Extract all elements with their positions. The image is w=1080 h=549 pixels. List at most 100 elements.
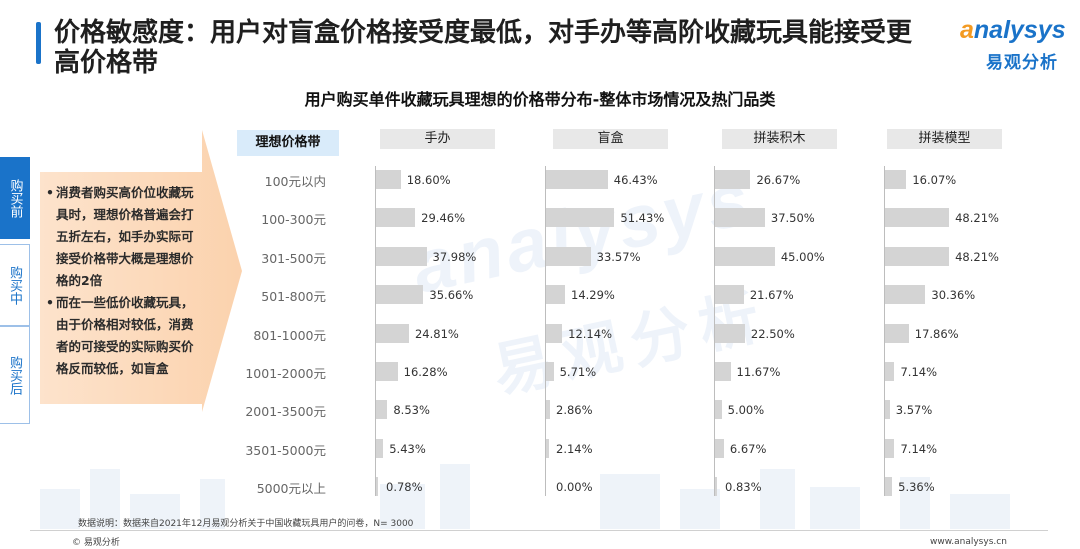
callout-bullet-1: • 消费者购买高价位收藏玩具时，理想价格普遍会打五折左右，如手办实际可接受价格带大… <box>46 185 194 288</box>
bar <box>885 170 907 189</box>
price-band-label: 501-800元 <box>261 289 326 305</box>
bar <box>885 323 909 343</box>
tab-during-purchase[interactable]: 购买中 <box>0 244 30 326</box>
page-title: 价格敏感度：用户对盲盒价格接受度最低，对手办等高阶收藏玩具能接受更高价格带 <box>54 18 913 78</box>
bar-value-label: 30.36% <box>931 288 976 303</box>
column-header: 手办 <box>380 129 495 149</box>
bar-value-label: 16.07% <box>912 173 957 187</box>
bar <box>715 208 765 228</box>
bar <box>885 362 895 381</box>
callout-bullet-2: • 而在一些低价收藏玩具，由于价格相对较低，消费者的可接受的实际购买价格反而较低，… <box>46 295 194 376</box>
insight-callout: • 消费者购买高价位收藏玩具时，理想价格普遍会打五折左右，如手办实际可接受价格带大… <box>36 130 244 412</box>
price-band-label: 5000元以上 <box>256 481 326 497</box>
bar <box>715 170 751 189</box>
bar-value-label: 21.67% <box>749 288 794 303</box>
callout-text: • 消费者购买高价位收藏玩具时，理想价格普遍会打五折左右，如手办实际可接受价格带大… <box>46 182 204 380</box>
copyright: © 易观分析 <box>72 538 120 548</box>
bar <box>376 208 416 228</box>
column-header: 拼装积木 <box>722 129 837 149</box>
bar <box>376 438 384 458</box>
tab-before-purchase[interactable]: 购买前 <box>0 157 30 239</box>
bar <box>546 362 554 381</box>
bar-value-label: 6.67% <box>729 441 767 456</box>
bar <box>885 285 926 305</box>
bar <box>376 285 424 305</box>
bar <box>885 438 895 458</box>
bar <box>546 400 550 420</box>
bar-value-label: 37.98% <box>432 249 477 264</box>
analysys-logo: analysys 易观分析 <box>960 16 1070 76</box>
callout-arrow-shape <box>40 130 242 412</box>
bar <box>546 170 608 189</box>
bar <box>376 477 378 497</box>
bar <box>546 246 591 266</box>
bar-value-label: 48.21% <box>955 249 999 264</box>
bar <box>885 400 890 420</box>
bar-value-label: 35.66% <box>429 288 474 303</box>
bar <box>885 246 950 266</box>
bar <box>715 246 775 266</box>
price-band-label: 100元以内 <box>264 174 326 189</box>
bar-value-label: 16.28% <box>403 365 448 379</box>
site-url: www.analysys.cn <box>930 537 1007 547</box>
bar <box>715 323 745 343</box>
column-header: 盲盒 <box>553 129 668 149</box>
bar <box>715 477 717 497</box>
bar <box>715 438 724 458</box>
bar-value-label: 5.00% <box>727 403 765 418</box>
bar-value-label: 0.00% <box>556 480 593 495</box>
chart-title: 用户购买单件收藏玩具理想的价格带分布-整体市场情况及热门品类 <box>304 90 776 109</box>
bar <box>376 170 401 189</box>
bar-value-label: 11.67% <box>736 365 781 379</box>
bar <box>376 323 409 343</box>
title-accent-bar <box>36 22 41 64</box>
column-axis-line <box>714 166 715 496</box>
price-band-header: 理想价格带 <box>237 130 339 156</box>
column-axis-line <box>884 166 885 496</box>
bar-value-label: 26.67% <box>756 173 801 187</box>
bar-value-label: 29.46% <box>421 211 466 226</box>
data-note: 数据说明：数据来自2021年12月易观分析关于中国收藏玩具用户的问卷，N= 30… <box>78 519 414 529</box>
bar <box>376 362 398 381</box>
bar-value-label: 7.14% <box>900 441 938 456</box>
bar <box>546 323 563 343</box>
bar-value-label: 14.29% <box>571 288 615 303</box>
price-band-label: 1001-2000元 <box>245 366 326 381</box>
bar <box>715 362 731 381</box>
bar-value-label: 2.86% <box>556 403 593 418</box>
bar <box>715 400 722 420</box>
price-band-label: 100-300元 <box>261 212 326 228</box>
bar-value-label: 8.53% <box>393 403 430 418</box>
price-band-label: 3501-5000元 <box>245 442 326 458</box>
skyline-decoration <box>40 464 1010 529</box>
bar-value-label: 24.81% <box>414 326 459 341</box>
bar <box>546 285 565 305</box>
bar <box>376 246 427 266</box>
tab-after-purchase[interactable]: 购买后 <box>0 326 30 424</box>
bar-value-label: 18.60% <box>406 173 451 187</box>
bar-value-label: 0.83% <box>725 480 762 495</box>
bar-value-label: 33.57% <box>596 249 641 264</box>
bar-value-label: 3.57% <box>895 403 933 418</box>
price-band-label: 2001-3500元 <box>245 404 326 420</box>
bar-value-label: 2.14% <box>556 441 593 456</box>
bar-value-label: 12.14% <box>568 326 612 341</box>
bar-value-label: 45.00% <box>780 249 825 264</box>
bar-value-label: 7.14% <box>900 365 938 379</box>
bar-value-label: 37.50% <box>770 211 815 226</box>
footer-divider <box>30 530 1048 531</box>
bar <box>885 208 950 228</box>
logo-wordmark: analysys <box>960 16 1066 44</box>
bar <box>376 400 388 420</box>
logo-chinese: 易观分析 <box>986 53 1058 73</box>
bar-value-label: 17.86% <box>914 326 959 341</box>
column-axis-line <box>375 166 376 496</box>
bar-value-label: 48.21% <box>955 211 999 226</box>
column-header: 拼装模型 <box>887 129 1002 149</box>
bar <box>546 438 549 458</box>
bar <box>885 477 893 497</box>
price-band-label: 301-500元 <box>261 250 326 266</box>
bar-value-label: 51.43% <box>620 211 665 226</box>
bar-value-label: 22.50% <box>750 326 795 341</box>
bar-value-label: 0.78% <box>386 480 423 495</box>
